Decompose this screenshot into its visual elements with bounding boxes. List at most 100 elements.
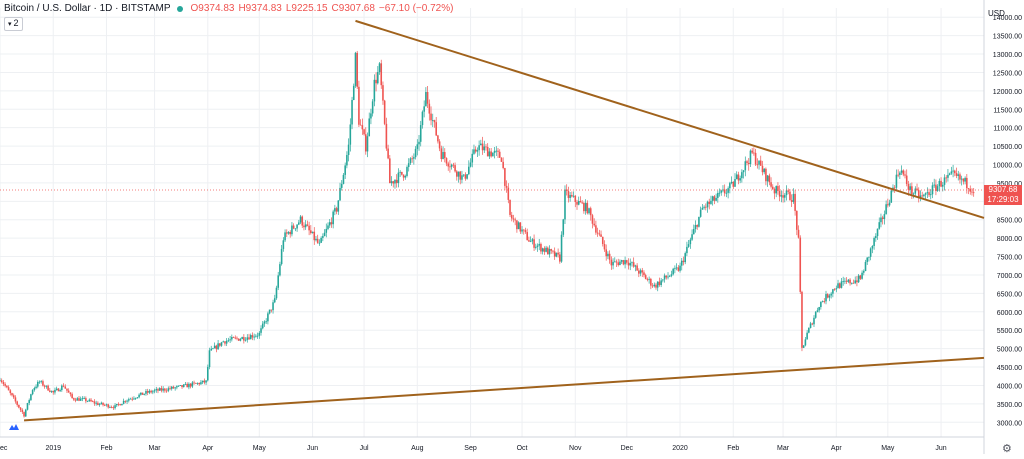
y-tick-label: 12000.00 (993, 89, 1022, 96)
candle-body (919, 195, 922, 198)
candle-body (292, 225, 295, 229)
candle-body (595, 225, 597, 233)
candle-body (818, 307, 820, 311)
candle-body (902, 170, 905, 175)
candle-body (765, 168, 767, 182)
candle-body (33, 388, 36, 391)
candle-body (390, 181, 393, 184)
candle-body (794, 193, 796, 211)
market-status-dot (176, 5, 183, 12)
candle-body (404, 175, 407, 178)
candle-body (808, 327, 810, 333)
candle-body (684, 253, 686, 263)
candle-body (816, 310, 819, 313)
candle-body (945, 177, 948, 179)
candle-body (4, 384, 6, 386)
candle-body (114, 405, 116, 409)
y-tick-label: 4500.00 (997, 365, 1022, 372)
indicators-toggle[interactable]: ▾ 2 (4, 17, 23, 31)
candle-body (232, 337, 235, 338)
candle-body (450, 164, 453, 167)
candle-body (947, 174, 949, 178)
candle-body (287, 231, 290, 234)
candle-body (591, 215, 594, 224)
x-tick-label: 2019 (45, 445, 61, 452)
candle-body (377, 72, 379, 84)
y-tick-label: 9500.00 (997, 181, 1022, 188)
y-tick-label: 4000.00 (997, 383, 1022, 390)
candle-body (964, 177, 966, 182)
candle-body (327, 225, 329, 229)
candle-body (215, 345, 218, 350)
candle-body (670, 274, 673, 276)
tradingview-logo-icon[interactable] (8, 423, 20, 431)
candle-body (845, 280, 848, 282)
candle-body (662, 279, 664, 281)
candle-body (6, 385, 8, 388)
candle-body (972, 192, 975, 194)
candle-body (725, 192, 728, 194)
candle-body (407, 163, 410, 168)
candle-body (392, 181, 395, 184)
candle-body (672, 268, 674, 275)
candle-body (689, 239, 692, 245)
candle-body (217, 343, 219, 350)
candle-body (164, 388, 166, 391)
candle-body (526, 232, 529, 241)
candle-body (186, 383, 188, 388)
candle-body (679, 265, 681, 271)
candle-body (895, 174, 898, 188)
candle-body (100, 402, 103, 405)
candle-body (521, 229, 523, 232)
candle-body (239, 339, 242, 341)
y-tick-label: 7000.00 (997, 273, 1022, 280)
candle-body (759, 160, 762, 166)
candle-body (495, 150, 498, 152)
candle-body (866, 257, 869, 262)
candle-body (248, 337, 250, 340)
y-tick-label: 5500.00 (997, 328, 1022, 335)
candle-body (811, 323, 814, 325)
candle-body (328, 222, 331, 226)
candle-body (145, 391, 147, 394)
candle-body (873, 238, 875, 246)
candle-body (64, 386, 67, 389)
candle-body (138, 394, 140, 398)
candle-body (490, 151, 492, 157)
candle-body (706, 201, 709, 208)
candle-body (474, 149, 477, 152)
candle-body (804, 339, 807, 346)
candle-body (361, 125, 364, 130)
candle-body (564, 189, 566, 220)
candle-body (12, 395, 15, 398)
candle-body (251, 335, 254, 338)
candle-body (715, 197, 717, 201)
candle-body (677, 267, 680, 271)
candle-body (81, 398, 84, 399)
candle-body (243, 337, 245, 341)
candle-body (325, 228, 328, 233)
candle-body (409, 158, 412, 164)
candle-body (581, 202, 583, 204)
settings-gear-icon[interactable]: ⚙ (1002, 443, 1012, 455)
candle-body (536, 245, 539, 247)
candle-body (16, 401, 18, 405)
candle-body (747, 162, 750, 165)
symbol-title[interactable]: Bitcoin / U.S. Dollar · 1D · BITSTAMP (4, 3, 171, 14)
candle-body (864, 261, 867, 272)
candle-body (256, 335, 259, 337)
candle-body (861, 272, 863, 279)
low-value: L9225.15 (285, 3, 328, 14)
candle-body (878, 222, 881, 229)
candle-body (464, 174, 467, 179)
candle-body (869, 248, 872, 257)
candle-body (90, 399, 92, 402)
candle-body (253, 336, 255, 338)
candle-body (375, 79, 377, 84)
candle-body (419, 125, 422, 142)
x-tick-label: Mar (149, 445, 162, 452)
candle-body (893, 187, 896, 189)
candle-body (833, 289, 836, 291)
